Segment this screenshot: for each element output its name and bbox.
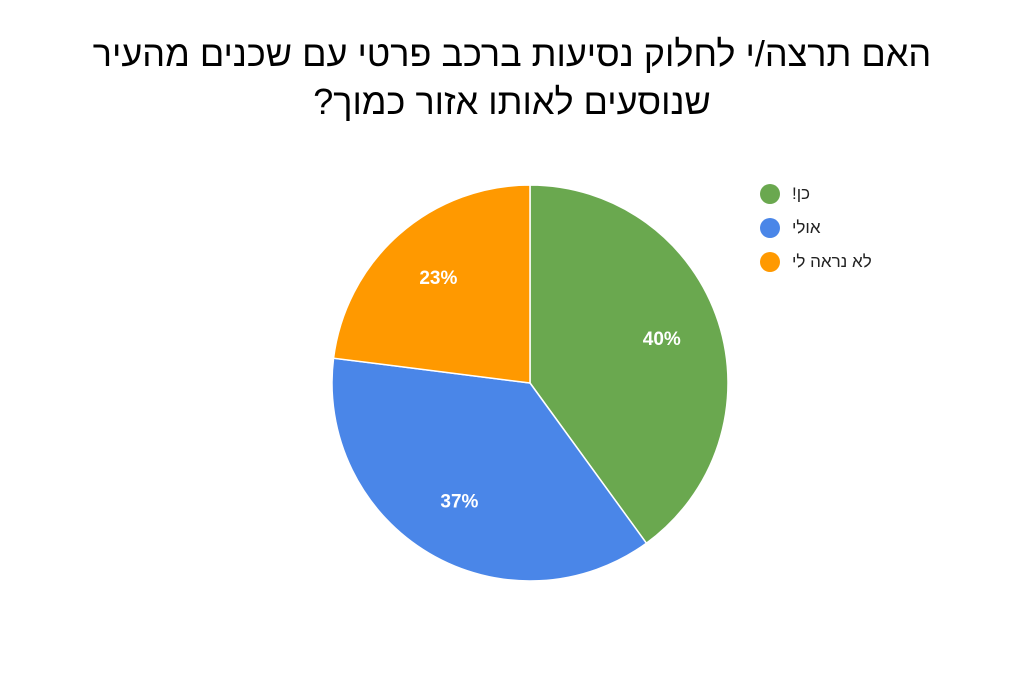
legend-item-no: לא נראה לי bbox=[760, 250, 872, 274]
chart-title-line2: שנוסעים לאותו אזור כמוך? bbox=[313, 81, 711, 122]
pie-slice-yes bbox=[529, 184, 729, 545]
pie-slices bbox=[331, 184, 729, 582]
legend-item-yes: כן! bbox=[760, 182, 810, 206]
legend-label-yes: כן! bbox=[792, 184, 811, 203]
legend-label-no: לא נראה לי bbox=[792, 252, 872, 271]
pie-label-maybe: 37% bbox=[440, 491, 478, 512]
pie-slice-no bbox=[332, 184, 531, 384]
legend-swatch-yes bbox=[760, 184, 780, 204]
legend-item-maybe: אולי bbox=[760, 216, 821, 240]
chart-title-line1: האם תרצה/י לחלוק נסיעות ברכב פרטי עם שכנ… bbox=[92, 33, 932, 74]
pie-slice-maybe bbox=[331, 357, 648, 582]
legend-swatch-no bbox=[760, 252, 780, 272]
pie-labels: 40% 37% 23% bbox=[419, 268, 681, 512]
chart-title: האם תרצה/י לחלוק נסיעות ברכב פרטי עם שכנ… bbox=[0, 30, 1024, 126]
pie-label-yes: 40% bbox=[643, 329, 681, 350]
pie-label-no: 23% bbox=[419, 268, 457, 289]
legend-swatch-maybe bbox=[760, 218, 780, 238]
legend-label-maybe: אולי bbox=[792, 218, 821, 237]
